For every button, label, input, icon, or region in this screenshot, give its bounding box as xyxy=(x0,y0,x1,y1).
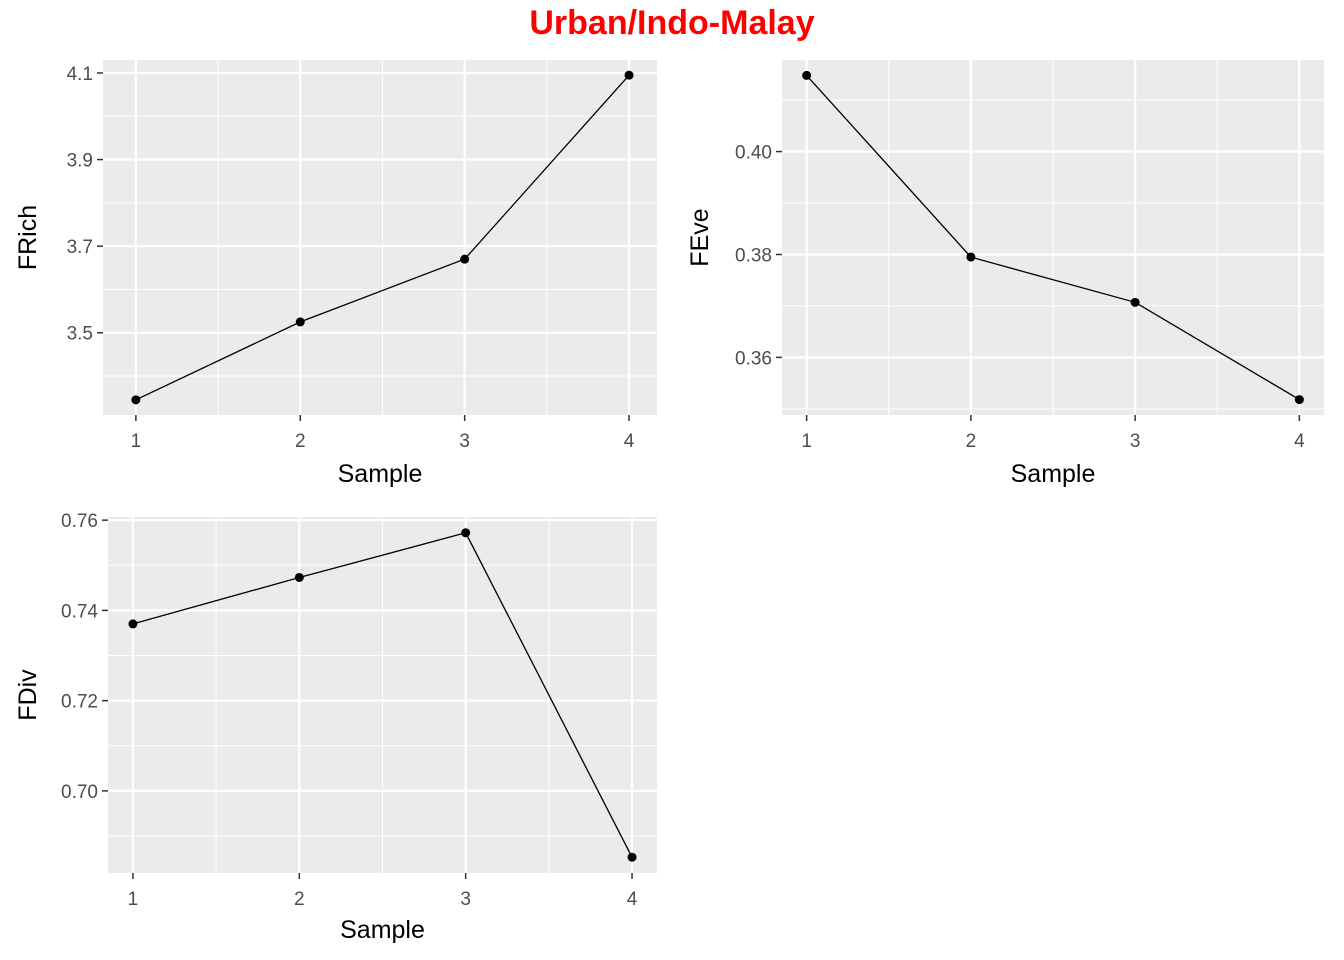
panel-3-y-tick-label: 0.72 xyxy=(61,692,98,713)
panel-2-x-axis-title: Sample xyxy=(1011,460,1096,488)
panel-3-data-point xyxy=(294,572,304,582)
panel-3-data-point xyxy=(627,852,637,862)
figure-title: Urban/Indo-Malay xyxy=(529,4,815,42)
panel-3-data-point xyxy=(128,619,138,629)
panel-3-y-tick-label: 0.74 xyxy=(61,601,98,622)
panel-2-x-tick-label: 4 xyxy=(1294,431,1305,452)
panel-1-y-tick-label: 3.9 xyxy=(67,151,93,172)
panel-2-data-point xyxy=(1294,395,1304,405)
panel-3-series-line xyxy=(132,532,633,858)
panel-1-x-tick-label: 2 xyxy=(295,431,306,452)
panel-1-x-tick-label: 1 xyxy=(131,431,142,452)
panel-3-x-tick-label: 3 xyxy=(460,889,471,910)
panel-1-y-tick-label: 3.7 xyxy=(67,237,93,258)
panel-2-x-tick-label: 2 xyxy=(966,431,977,452)
panel-2-data-point xyxy=(1130,297,1140,307)
panel-1-data-point xyxy=(295,317,305,327)
panel-3-y-axis-title: FDiv xyxy=(14,669,42,721)
panel-1-data-point xyxy=(131,395,141,405)
panel-1-x-tick-label: 4 xyxy=(624,431,635,452)
panel-1-y-axis-title: FRich xyxy=(14,205,42,270)
panel-1-background xyxy=(103,60,657,415)
panel-2-series-line xyxy=(806,74,1300,401)
panel-2-y-tick-label: 0.36 xyxy=(735,348,772,369)
panel-1-series-line xyxy=(135,74,630,401)
panel-2-x-tick-label: 1 xyxy=(801,431,812,452)
panel-3-x-tick-label: 4 xyxy=(627,889,638,910)
panel-3-x-tick-label: 2 xyxy=(294,889,305,910)
panel-1-y-tick-label: 3.5 xyxy=(67,324,93,345)
panel-3-data-point xyxy=(461,528,471,538)
panel-3-y-tick-label: 0.70 xyxy=(61,782,98,803)
panel-1-y-tick-label: 4.1 xyxy=(67,64,93,85)
panel-2-x-tick-label: 3 xyxy=(1130,431,1141,452)
panel-2-data-point xyxy=(966,252,976,262)
panel-1-data-point xyxy=(624,70,634,80)
panel-3-x-axis-title: Sample xyxy=(340,916,425,944)
panel-2-y-tick-label: 0.40 xyxy=(735,143,772,164)
panel-1-data-point xyxy=(460,254,470,264)
panel-2-y-axis-title: FEve xyxy=(686,208,714,266)
panel-1-x-tick-label: 3 xyxy=(459,431,470,452)
panel-2-data-point xyxy=(802,70,812,80)
panel-2-y-tick-label: 0.38 xyxy=(735,245,772,266)
panel-3-x-tick-label: 1 xyxy=(128,889,139,910)
panel-1-x-axis-title: Sample xyxy=(338,460,423,488)
panel-3-y-tick-label: 0.76 xyxy=(61,511,98,532)
